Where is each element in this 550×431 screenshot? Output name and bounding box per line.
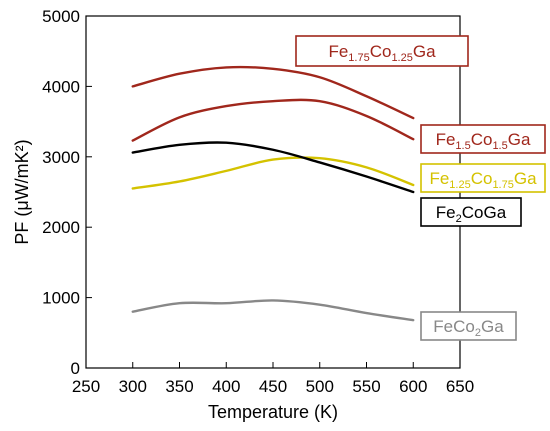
series-label-frame xyxy=(420,311,517,341)
series-label-frame xyxy=(420,163,546,193)
series-label-text: Fe1.25Co1.75Ga xyxy=(429,169,537,191)
x-axis-title: Temperature (K) xyxy=(208,402,338,422)
label-segment: Ga xyxy=(508,130,531,149)
series-label-box-5: FeCo2Ga xyxy=(420,311,517,341)
series-line-3 xyxy=(131,156,415,190)
x-tick-label: 550 xyxy=(352,377,380,396)
label-segment: Co xyxy=(471,130,493,149)
label-subscript: 1.5 xyxy=(455,140,470,152)
y-tick-label: 2000 xyxy=(42,218,80,237)
label-segment: Co xyxy=(370,42,392,61)
y-axis-title: PF (μW/mK²) xyxy=(12,139,32,244)
x-tick-label: 250 xyxy=(72,377,100,396)
series-labels: Fe1.75Co1.25GaFe1.5Co1.5GaFe1.25Co1.75Ga… xyxy=(295,35,546,341)
series-label-box-4: Fe2CoGa xyxy=(420,197,522,227)
x-tick-label: 450 xyxy=(259,377,287,396)
series-line-2 xyxy=(131,98,415,142)
series-label-box-3: Fe1.25Co1.75Ga xyxy=(420,163,546,193)
series-line-4 xyxy=(131,141,415,194)
y-tick-label: 5000 xyxy=(42,7,80,26)
series-label-frame xyxy=(420,197,522,227)
x-tick-label: 300 xyxy=(119,377,147,396)
x-tick-label: 500 xyxy=(306,377,334,396)
label-segment: Ga xyxy=(481,317,504,336)
label-subscript: 1.25 xyxy=(449,179,470,191)
series-line-1 xyxy=(131,65,415,120)
label-subscript: 2 xyxy=(456,213,462,225)
label-segment: Fe xyxy=(429,169,449,188)
y-tick-label: 3000 xyxy=(42,148,80,167)
x-tick-label: 650 xyxy=(446,377,474,396)
x-tick-label: 600 xyxy=(399,377,427,396)
label-segment: Fe xyxy=(436,130,456,149)
axis-tick-labels: 250 300 350 400 450 500 550 600 650 0 1000 2000 3000… xyxy=(42,7,474,396)
series-label-frame xyxy=(295,35,469,67)
series-line-5 xyxy=(131,299,415,322)
y-tick-label: 0 xyxy=(71,359,80,378)
label-subscript: 1.5 xyxy=(492,140,507,152)
label-subscript: 1.75 xyxy=(348,52,369,64)
y-tick-label: 1000 xyxy=(42,289,80,308)
label-segment: Fe xyxy=(328,42,348,61)
series-label-box-1: Fe1.75Co1.25Ga xyxy=(295,35,469,67)
series-label-text: FeCo2Ga xyxy=(433,317,504,339)
label-segment: Fe xyxy=(436,203,456,222)
series-label-text: Fe2CoGa xyxy=(436,203,507,225)
series-label-box-2: Fe1.5Co1.5Ga xyxy=(420,124,546,154)
series-label-text: Fe1.75Co1.25Ga xyxy=(328,42,436,64)
series-label-frame xyxy=(420,124,546,154)
label-subscript: 2 xyxy=(475,327,481,339)
label-segment: Ga xyxy=(514,169,537,188)
series-label-text: Fe1.5Co1.5Ga xyxy=(436,130,531,152)
label-segment: Co xyxy=(471,169,493,188)
label-segment: FeCo xyxy=(433,317,475,336)
x-tick-label: 400 xyxy=(212,377,240,396)
label-segment: Ga xyxy=(413,42,436,61)
series-lines xyxy=(131,65,415,322)
y-tick-label: 4000 xyxy=(42,77,80,96)
label-subscript: 1.25 xyxy=(391,52,412,64)
axis-ticks xyxy=(85,15,461,369)
x-tick-label: 350 xyxy=(165,377,193,396)
label-segment: CoGa xyxy=(462,203,507,222)
label-subscript: 1.75 xyxy=(492,179,513,191)
